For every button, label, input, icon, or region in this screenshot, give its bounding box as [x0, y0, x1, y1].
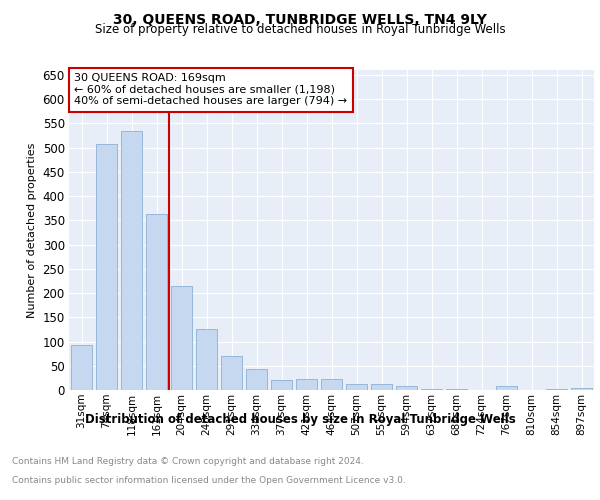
Y-axis label: Number of detached properties: Number of detached properties [27, 142, 37, 318]
Bar [246, 369, 267, 390]
Bar [446, 389, 467, 390]
Bar [146, 214, 167, 390]
Bar [396, 386, 417, 390]
Bar [421, 388, 442, 390]
Text: 30 QUEENS ROAD: 169sqm
← 60% of detached houses are smaller (1,198)
40% of semi-: 30 QUEENS ROAD: 169sqm ← 60% of detached… [74, 73, 347, 106]
Bar [171, 286, 192, 390]
Text: Size of property relative to detached houses in Royal Tunbridge Wells: Size of property relative to detached ho… [95, 22, 505, 36]
Text: Distribution of detached houses by size in Royal Tunbridge Wells: Distribution of detached houses by size … [85, 412, 515, 426]
Bar [296, 380, 317, 390]
Bar [371, 384, 392, 390]
Text: Contains HM Land Registry data © Crown copyright and database right 2024.: Contains HM Land Registry data © Crown c… [12, 458, 364, 466]
Bar [121, 130, 142, 390]
Bar [96, 144, 117, 390]
Bar [546, 388, 567, 390]
Bar [221, 356, 242, 390]
Bar [346, 384, 367, 390]
Text: 30, QUEENS ROAD, TUNBRIDGE WELLS, TN4 9LY: 30, QUEENS ROAD, TUNBRIDGE WELLS, TN4 9L… [113, 12, 487, 26]
Text: Contains public sector information licensed under the Open Government Licence v3: Contains public sector information licen… [12, 476, 406, 485]
Bar [571, 388, 592, 390]
Bar [321, 380, 342, 390]
Bar [71, 345, 92, 390]
Bar [496, 386, 517, 390]
Bar [196, 330, 217, 390]
Bar [271, 380, 292, 390]
